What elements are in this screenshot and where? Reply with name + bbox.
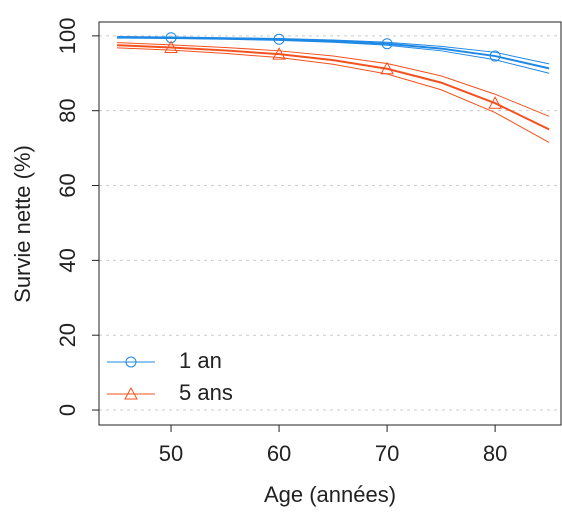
x-tick-label: 50 xyxy=(159,441,183,466)
y-tick-label: 40 xyxy=(55,248,80,272)
x-axis-label: Age (années) xyxy=(264,482,396,507)
marker xyxy=(273,33,285,45)
marker xyxy=(125,356,137,368)
series-line xyxy=(117,36,550,70)
marker xyxy=(124,386,138,400)
marker xyxy=(381,38,393,50)
legend-item: 1 an xyxy=(107,348,222,373)
y-tick-label: 20 xyxy=(55,323,80,347)
y-tick-label: 100 xyxy=(55,17,80,54)
series-line xyxy=(116,44,550,131)
marker xyxy=(272,47,286,60)
ci-line xyxy=(117,47,550,143)
legend-label: 1 an xyxy=(179,348,222,373)
y-tick-label: 0 xyxy=(55,404,80,416)
marker xyxy=(380,61,394,75)
marker xyxy=(489,50,501,62)
x-tick-label: 70 xyxy=(375,441,399,466)
y-axis-label: Survie nette (%) xyxy=(10,145,35,303)
x-tick-label: 80 xyxy=(483,441,507,466)
ci-line xyxy=(117,42,550,117)
x-tick-label: 60 xyxy=(267,441,291,466)
plot-frame xyxy=(98,21,562,426)
marker xyxy=(165,32,177,44)
legend-label: 5 ans xyxy=(179,380,233,405)
marker xyxy=(488,96,502,109)
y-tick-label: 80 xyxy=(55,98,80,122)
y-tick-label: 60 xyxy=(55,173,80,197)
legend-item: 5 ans xyxy=(107,380,233,405)
marker xyxy=(164,40,178,53)
